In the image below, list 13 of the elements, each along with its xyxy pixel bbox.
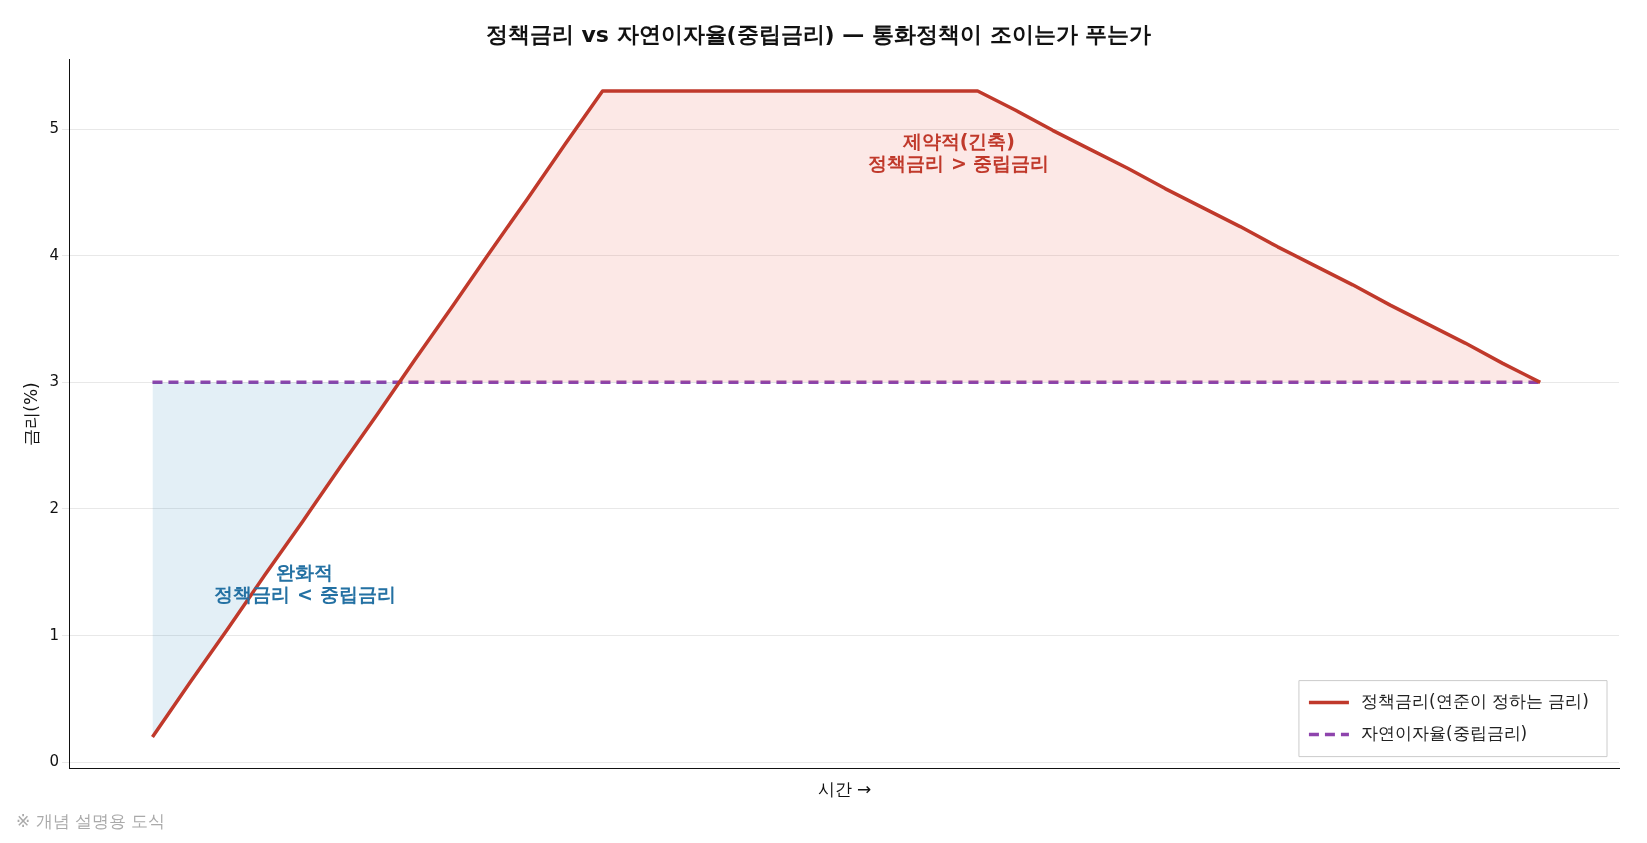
x-axis-title: 시간 → xyxy=(817,779,872,800)
y-tick-label: 2 xyxy=(49,498,59,517)
y-tick-label: 3 xyxy=(49,372,59,391)
y-tick-label: 1 xyxy=(49,625,59,644)
y-tick-label: 5 xyxy=(49,118,59,137)
y-tick-label: 0 xyxy=(49,752,59,771)
text: ※ 개념 설명용 도식 xyxy=(16,810,166,833)
annotation: 제약적(긴축) 정책금리 > 중립금리 xyxy=(868,130,1050,175)
legend-label: 정책금리(연준이 정하는 금리) xyxy=(1360,691,1590,712)
y-axis-title: 금리(%) xyxy=(20,382,41,446)
legend-label: 자연이자율(중립금리) xyxy=(1360,723,1528,744)
y-tick-label: 4 xyxy=(49,245,59,264)
chart-title: 정책금리 vs 자연이자율(중립금리) — 통화정책이 조이는가 푸는가 xyxy=(485,21,1152,47)
